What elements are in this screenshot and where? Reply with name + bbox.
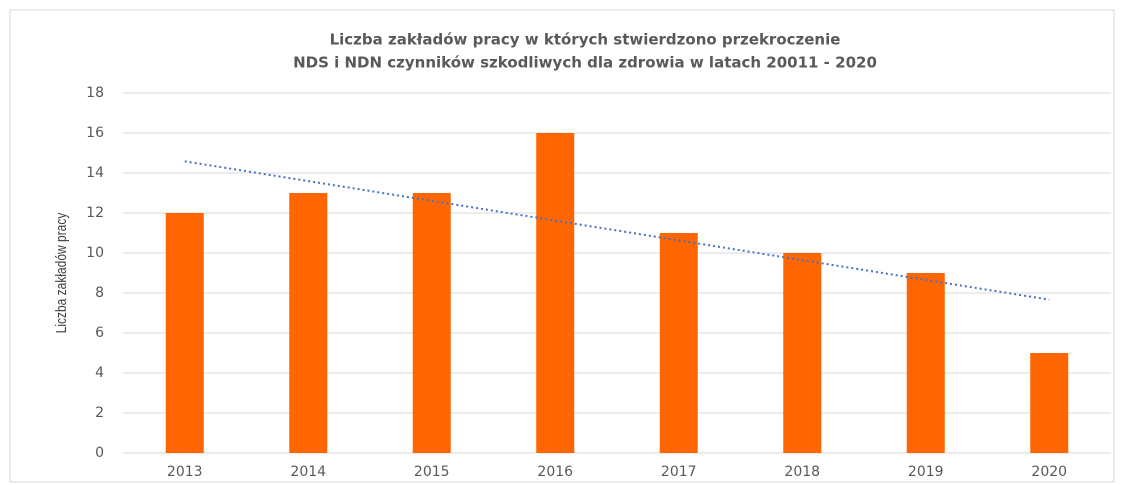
y-tick-label: 10 <box>86 245 104 261</box>
chart-title: Liczba zakładów pracy w których stwierdz… <box>330 31 841 49</box>
bar <box>536 133 575 453</box>
y-tick-label: 8 <box>95 285 104 301</box>
bar <box>289 193 328 453</box>
bar <box>1030 353 1069 453</box>
y-tick-label: 6 <box>95 325 104 341</box>
bar <box>659 233 698 453</box>
y-tick-label: 4 <box>95 365 104 381</box>
x-tick-label: 2019 <box>908 464 944 480</box>
bar <box>412 193 451 453</box>
bar <box>906 273 945 453</box>
chart-title: NDS i NDN czynników szkodliwych dla zdro… <box>293 54 877 72</box>
y-tick-label: 2 <box>95 405 104 421</box>
y-tick-label: 14 <box>86 165 104 181</box>
y-axis-label: Liczba zakładów pracy <box>53 212 70 333</box>
trendline <box>184 160 1050 301</box>
bar <box>783 253 822 453</box>
x-tick-label: 2018 <box>784 464 820 480</box>
y-tick-label: 0 <box>95 445 104 461</box>
x-tick-label: 2013 <box>167 464 203 480</box>
y-tick-label: 16 <box>86 125 104 141</box>
x-tick-label: 2014 <box>290 464 326 480</box>
bar <box>165 213 204 453</box>
x-tick-label: 2017 <box>661 464 697 480</box>
x-tick-label: 2016 <box>537 464 573 480</box>
y-tick-label: 18 <box>86 85 104 101</box>
x-tick-label: 2015 <box>414 464 450 480</box>
y-tick-label: 12 <box>86 205 104 221</box>
x-tick-label: 2020 <box>1031 464 1067 480</box>
